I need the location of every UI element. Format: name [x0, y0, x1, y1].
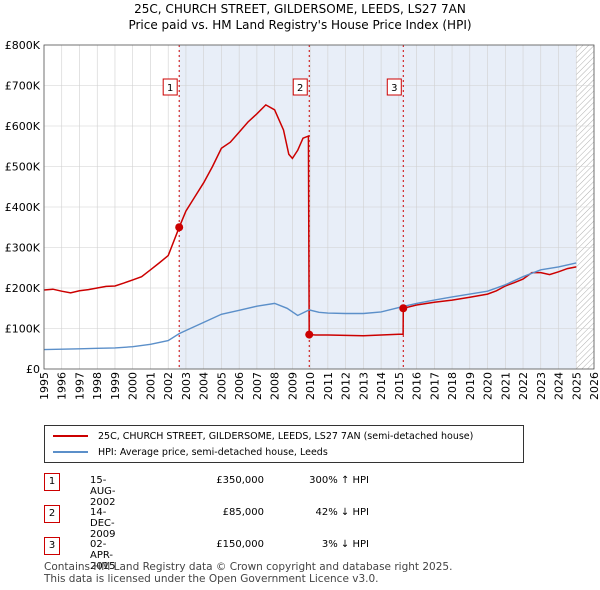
x-tick-label: 2001 [144, 372, 157, 400]
legend-label-property: 25C, CHURCH STREET, GILDERSOME, LEEDS, L… [98, 430, 474, 442]
x-tick-label: 1996 [56, 372, 69, 400]
y-tick-label: £700K [5, 80, 41, 93]
x-tick-label: 2002 [162, 372, 175, 400]
y-tick-label: £400K [5, 201, 41, 214]
legend-item-hpi: HPI: Average price, semi-detached house,… [53, 444, 328, 460]
transaction-hpi: 300% ↑ HPI [309, 475, 369, 486]
legend: 25C, CHURCH STREET, GILDERSOME, LEEDS, L… [44, 425, 524, 463]
legend-swatch-hpi [53, 451, 88, 453]
x-tick-label: 1999 [109, 372, 122, 400]
x-tick-label: 2020 [482, 372, 495, 400]
x-tick-label: 2022 [517, 372, 530, 400]
x-tick-label: 2008 [269, 372, 282, 400]
footer-licence: This data is licensed under the Open Gov… [44, 573, 379, 585]
property-price-line [43, 103, 577, 337]
footer-copyright: Contains HM Land Registry data © Crown c… [44, 561, 453, 573]
x-tick-label: 2025 [570, 372, 583, 400]
transaction-date: 15-AUG-2002 [90, 475, 116, 508]
y-tick-label: £800K [5, 39, 41, 52]
x-tick-label: 2003 [180, 372, 193, 400]
x-tick-label: 2013 [357, 372, 370, 400]
x-tick-label: 2026 [588, 372, 600, 400]
x-tick-label: 2007 [251, 372, 264, 400]
hpi-line [43, 262, 577, 351]
x-tick-label: 2000 [127, 372, 140, 400]
sale-point [305, 330, 314, 339]
x-tick-label: 2011 [322, 372, 335, 400]
sale-marker-label: 1 [167, 83, 173, 94]
transaction-hpi: 3% ↓ HPI [321, 539, 369, 550]
x-tick-label: 2006 [233, 372, 246, 400]
transaction-date: 14-DEC-2009 [90, 507, 116, 540]
y-tick-label: £500K [5, 161, 41, 174]
x-tick-label: 1998 [91, 372, 104, 400]
y-tick-label: £0 [26, 363, 40, 376]
x-tick-label: 2014 [375, 372, 388, 400]
y-tick-label: £100K [5, 323, 41, 336]
x-tick-label: 2016 [411, 372, 424, 400]
transaction-marker: 2 [44, 505, 60, 523]
transaction-marker: 1 [44, 473, 60, 491]
x-tick-label: 2023 [535, 372, 548, 400]
plot-frame [43, 44, 595, 370]
x-tick-label: 2012 [340, 372, 353, 400]
x-tick-label: 2005 [215, 372, 228, 400]
x-tick-label: 2017 [428, 372, 441, 400]
sale-marker-label: 2 [297, 83, 303, 94]
y-tick-label: £300K [5, 242, 41, 255]
y-tick-label: £600K [5, 120, 41, 133]
x-tick-label: 1997 [73, 372, 86, 400]
x-tick-label: 1995 [38, 372, 51, 400]
transaction-price: £350,000 [216, 475, 264, 486]
transaction-hpi: 42% ↓ HPI [315, 507, 369, 518]
transaction-price: £85,000 [222, 507, 264, 518]
transaction-price: £150,000 [216, 539, 264, 550]
x-tick-label: 2018 [446, 372, 459, 400]
legend-swatch-property [53, 435, 88, 437]
sale-marker-label: 3 [391, 83, 397, 94]
transaction-marker: 3 [44, 537, 60, 555]
legend-item-property: 25C, CHURCH STREET, GILDERSOME, LEEDS, L… [53, 428, 473, 444]
price-chart: £0 £100K £200K £300K £400K £500K £600K £700K £80… [5, 39, 600, 400]
sale-marker-box [292, 78, 308, 96]
x-tick-label: 2024 [553, 372, 566, 400]
x-tick-label: 2004 [198, 372, 211, 400]
transaction-date: 02-APR-2015 [90, 539, 116, 572]
sale-point [175, 223, 184, 232]
x-tick-label: 2015 [393, 372, 406, 400]
y-tick-label: £200K [5, 282, 41, 295]
chart-title-line2: Price paid vs. HM Land Registry's House … [128, 18, 472, 32]
chart-title-line1: 25C, CHURCH STREET, GILDERSOME, LEEDS, L… [134, 2, 466, 16]
x-tick-label: 2021 [499, 372, 512, 400]
legend-label-hpi: HPI: Average price, semi-detached house,… [98, 446, 328, 458]
footer: Contains HM Land Registry data © Crown c… [44, 561, 452, 585]
sale-point [399, 304, 408, 313]
x-tick-label: 2010 [304, 372, 317, 400]
x-tick-label: 2009 [286, 372, 299, 400]
sale-marker-box [386, 78, 402, 96]
x-tick-label: 2019 [464, 372, 477, 400]
sale-marker-box [162, 78, 178, 96]
